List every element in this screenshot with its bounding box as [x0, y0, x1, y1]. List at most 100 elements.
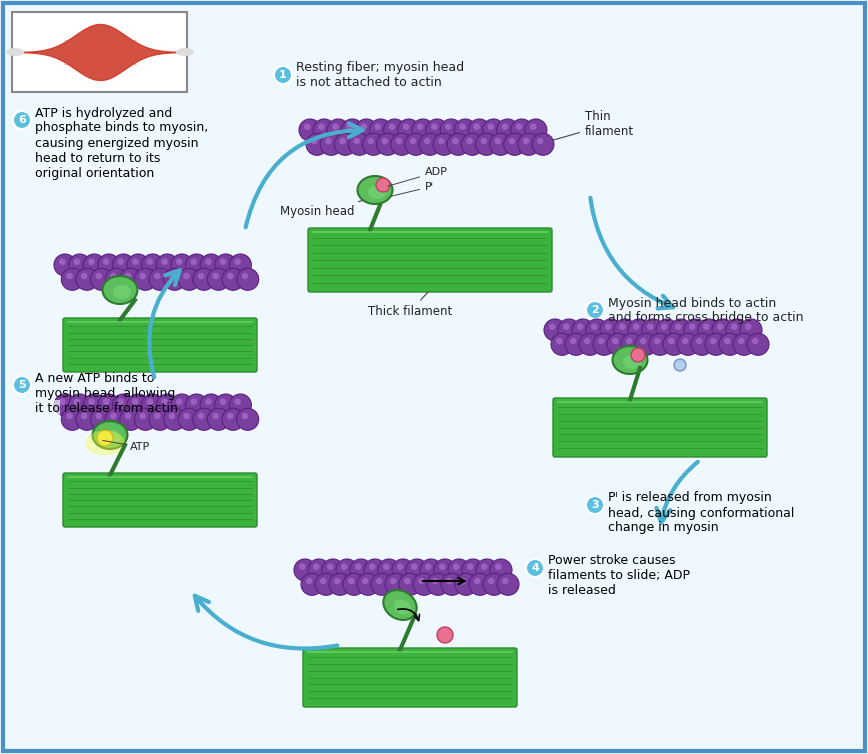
Text: original orientation: original orientation — [35, 167, 155, 179]
Circle shape — [740, 319, 762, 341]
Text: 1: 1 — [279, 70, 287, 80]
Circle shape — [378, 559, 400, 581]
Circle shape — [113, 394, 135, 416]
Circle shape — [141, 394, 164, 416]
Circle shape — [127, 394, 149, 416]
Ellipse shape — [623, 355, 641, 369]
Circle shape — [234, 398, 241, 405]
Circle shape — [565, 333, 587, 355]
FancyBboxPatch shape — [553, 398, 767, 457]
Circle shape — [76, 268, 98, 290]
Circle shape — [417, 124, 424, 130]
Circle shape — [374, 124, 381, 130]
Circle shape — [304, 124, 311, 130]
Ellipse shape — [85, 431, 125, 455]
Circle shape — [343, 573, 365, 596]
Circle shape — [313, 119, 335, 141]
Circle shape — [89, 398, 95, 405]
Circle shape — [591, 323, 597, 330]
Circle shape — [66, 412, 73, 419]
Circle shape — [647, 323, 654, 330]
Circle shape — [201, 254, 222, 276]
Circle shape — [141, 254, 164, 276]
Circle shape — [495, 138, 501, 144]
Circle shape — [306, 578, 312, 584]
Text: Myosin head binds to actin: Myosin head binds to actin — [608, 296, 776, 309]
Circle shape — [313, 563, 319, 570]
Circle shape — [399, 573, 421, 596]
Circle shape — [110, 273, 116, 279]
Circle shape — [518, 133, 540, 155]
Circle shape — [674, 359, 686, 371]
Text: and forms cross bridge to actin: and forms cross bridge to actin — [608, 311, 804, 324]
Circle shape — [392, 559, 414, 581]
Text: it to release from actin: it to release from actin — [35, 401, 178, 415]
Circle shape — [752, 338, 759, 345]
Circle shape — [549, 323, 556, 330]
FancyBboxPatch shape — [63, 473, 257, 527]
Circle shape — [677, 333, 699, 355]
Circle shape — [356, 119, 378, 141]
Circle shape — [600, 319, 622, 341]
Circle shape — [120, 409, 141, 431]
Circle shape — [95, 273, 102, 279]
Circle shape — [190, 398, 197, 405]
Circle shape — [509, 138, 516, 144]
Circle shape — [59, 259, 66, 265]
Circle shape — [383, 563, 390, 570]
Circle shape — [214, 394, 237, 416]
Text: ADP: ADP — [388, 167, 448, 186]
Ellipse shape — [176, 48, 194, 56]
Text: ATP: ATP — [102, 440, 150, 452]
Ellipse shape — [384, 590, 417, 620]
Circle shape — [385, 573, 407, 596]
Circle shape — [120, 268, 141, 290]
FancyBboxPatch shape — [63, 318, 257, 372]
Circle shape — [698, 319, 720, 341]
Circle shape — [495, 563, 502, 570]
Circle shape — [348, 578, 354, 584]
Circle shape — [462, 133, 483, 155]
Circle shape — [360, 124, 367, 130]
Circle shape — [54, 394, 76, 416]
FancyBboxPatch shape — [15, 260, 50, 300]
Circle shape — [403, 124, 410, 130]
Circle shape — [376, 578, 383, 584]
Text: causing energized myosin: causing energized myosin — [35, 136, 199, 149]
Circle shape — [490, 133, 511, 155]
Circle shape — [147, 398, 154, 405]
Circle shape — [193, 409, 215, 431]
Circle shape — [738, 338, 745, 345]
Circle shape — [438, 138, 444, 144]
Circle shape — [135, 268, 156, 290]
Circle shape — [480, 138, 487, 144]
Circle shape — [161, 259, 168, 265]
Circle shape — [186, 254, 207, 276]
Circle shape — [593, 333, 615, 355]
Circle shape — [691, 333, 713, 355]
Text: 6: 6 — [18, 115, 26, 125]
Circle shape — [201, 394, 222, 416]
Circle shape — [502, 578, 509, 584]
Circle shape — [237, 409, 259, 431]
Circle shape — [455, 573, 477, 596]
Circle shape — [98, 254, 120, 276]
Circle shape — [161, 398, 168, 405]
Circle shape — [371, 573, 393, 596]
Circle shape — [747, 333, 769, 355]
Circle shape — [54, 254, 76, 276]
Circle shape — [81, 273, 88, 279]
Circle shape — [516, 124, 523, 130]
Circle shape — [496, 119, 519, 141]
Text: is released: is released — [548, 584, 616, 597]
Circle shape — [163, 409, 186, 431]
Circle shape — [69, 254, 90, 276]
Text: Myosin head: Myosin head — [280, 201, 362, 218]
Circle shape — [213, 273, 219, 279]
Circle shape — [90, 409, 113, 431]
Circle shape — [76, 409, 98, 431]
Circle shape — [207, 409, 229, 431]
Circle shape — [102, 398, 109, 405]
Circle shape — [132, 259, 139, 265]
Circle shape — [719, 333, 741, 355]
